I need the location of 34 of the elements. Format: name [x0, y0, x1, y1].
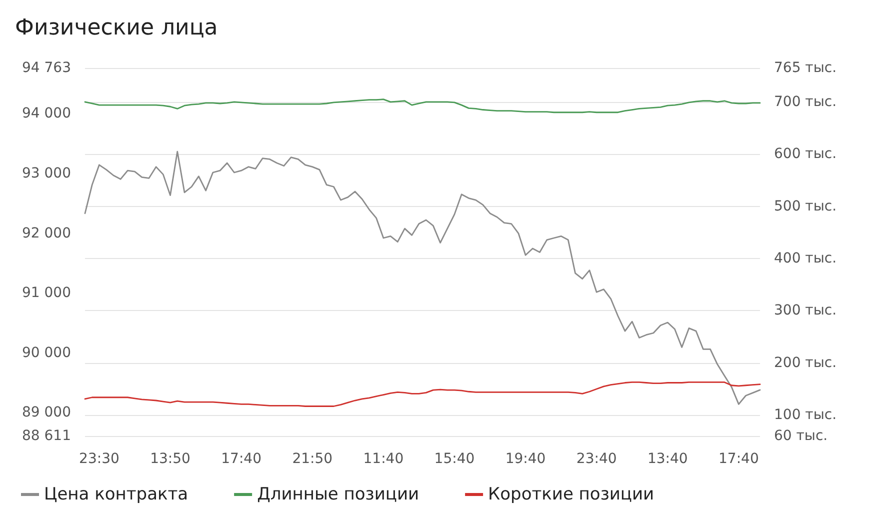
y2-tick-label: 200 тыс.: [774, 354, 837, 371]
x-tick-label: 17:40: [221, 451, 262, 467]
y2-tick-label: 765 тыс.: [774, 60, 837, 76]
x-tick-label: 21:50: [292, 451, 333, 467]
y2-tick-label: 600 тыс.: [774, 146, 837, 162]
legend-label: Длинные позиции: [257, 484, 420, 504]
legend-label: Цена контракта: [44, 484, 188, 504]
y2-tick-label: 400 тыс.: [774, 250, 837, 267]
y2-tick-label: 500 тыс.: [774, 198, 837, 214]
y-tick-label: 94 763: [22, 60, 71, 76]
x-tick-label: 13:50: [150, 451, 190, 467]
line-series: [84, 98, 761, 114]
line-series: [84, 150, 761, 405]
x-tick-label: 15:40: [434, 451, 475, 467]
y-tick-label: 94 000: [22, 106, 71, 122]
y-tick-label: 91 000: [22, 285, 71, 302]
y-tick-label: 88 611: [22, 428, 71, 444]
x-tick-label: 13:40: [647, 451, 688, 467]
chart-title: Физические лица: [15, 16, 218, 40]
x-tick-label: 19:40: [505, 451, 546, 467]
x-tick-label: 23:30: [79, 451, 120, 467]
y-tick-label: 92 000: [22, 225, 71, 242]
y-tick-label: 89 000: [22, 404, 71, 421]
y2-tick-label: 100 тыс.: [774, 407, 837, 424]
y-tick-label: 90 000: [22, 344, 71, 361]
y-tick-label: 93 000: [22, 165, 71, 182]
legend-label: Короткие позиции: [488, 484, 654, 504]
x-tick-label: 17:40: [718, 451, 759, 467]
y2-tick-label: 60 тыс.: [774, 428, 828, 444]
line-series: [84, 382, 761, 407]
x-tick-label: 23:40: [576, 451, 617, 467]
y2-tick-label: 700 тыс.: [774, 94, 837, 110]
y2-tick-label: 300 тыс.: [774, 302, 837, 319]
x-tick-label: 11:40: [363, 451, 404, 467]
